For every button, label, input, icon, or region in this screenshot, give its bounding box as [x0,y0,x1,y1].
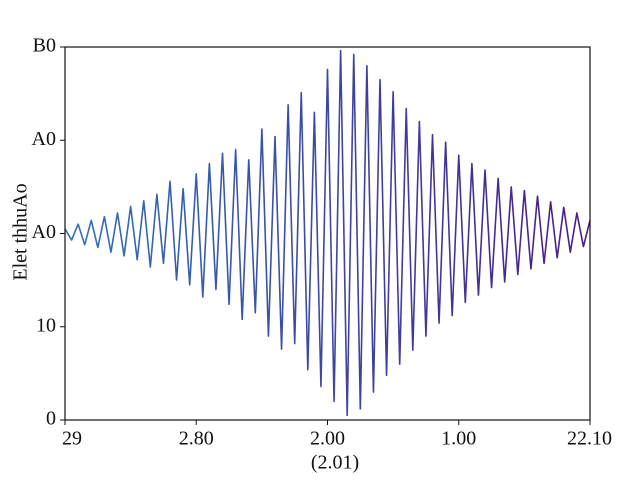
y-tick-label: A0 [32,128,56,150]
x-tick-label: 2.80 [179,428,214,450]
plot-frame [64,46,591,421]
y-tick-label: 10 [36,314,56,336]
x-tick-label: 22.10 [567,428,612,450]
x-axis-label: (2.01) [311,452,359,474]
x-tick-label: 29 [62,428,82,450]
y-tick-label: 0 [46,408,56,430]
x-tick-label: 2.00 [310,428,345,450]
waveform-line [64,49,591,417]
x-tick-label: 1.00 [441,428,476,450]
y-axis-label: Elet thhuAo [10,183,32,280]
y-tick-label: A0 [32,221,56,243]
y-tick-label: B0 [33,35,56,57]
